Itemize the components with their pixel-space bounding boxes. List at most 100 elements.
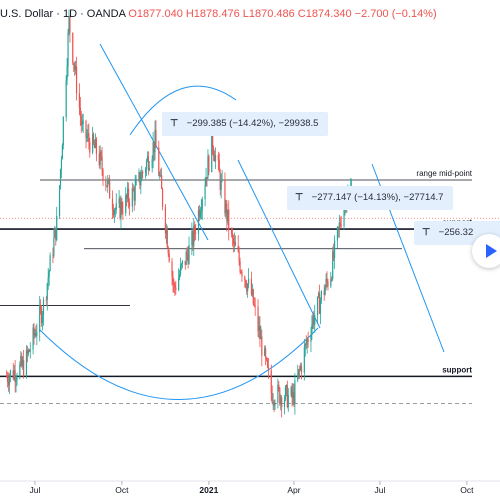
candle-body: [74, 65, 76, 71]
candle-body: [164, 206, 167, 234]
candle-body: [171, 261, 173, 277]
candle-body: [305, 343, 307, 345]
candle-body: [153, 142, 155, 153]
candle-body: [47, 277, 49, 284]
measure-value: −299.385 (−14.42%), −29938.5: [186, 118, 319, 129]
candle-body: [232, 237, 235, 244]
candle-body: [60, 159, 63, 170]
price-range-measure-1[interactable]: ⊤ −299.385 (−14.42%), −29938.5: [162, 112, 329, 136]
candle-body: [109, 179, 111, 199]
candle-body: [306, 339, 308, 345]
candle-body: [220, 179, 222, 190]
candle-body: [94, 138, 97, 148]
candle-body: [270, 370, 272, 394]
price-range-measure-2[interactable]: ⊤ −277.147 (−14.13%), −27714.7: [287, 186, 454, 210]
candle-body: [42, 299, 45, 316]
candle-body: [34, 333, 36, 336]
candle-body: [240, 271, 242, 273]
candle-body: [287, 395, 289, 408]
candle-body: [184, 260, 186, 265]
ohlc-readout: O1877.040 H1878.476 L1870.486 C1874.340 …: [128, 8, 437, 20]
candle-body: [317, 293, 320, 297]
candle-body: [12, 370, 14, 379]
candle-body: [299, 365, 302, 370]
arc-top: [129, 85, 237, 136]
candle-body: [155, 129, 157, 148]
candle-body: [115, 203, 117, 210]
candle-body: [254, 305, 256, 307]
candle-body: [339, 222, 341, 226]
candle-body: [35, 333, 37, 336]
candle-body: [264, 348, 267, 358]
candle-body: [158, 147, 160, 176]
candle-body: [127, 188, 130, 203]
candle-body: [257, 306, 259, 331]
candle-body: [213, 148, 215, 156]
candle-body: [187, 254, 189, 264]
candle-body: [241, 272, 243, 277]
candle-body: [99, 151, 101, 166]
candle-body: [181, 260, 184, 264]
candle-body: [188, 244, 190, 264]
candle-body: [313, 316, 315, 325]
candle-body: [135, 179, 137, 185]
candle-body: [72, 32, 74, 63]
candle-body: [200, 209, 202, 213]
candle-body: [323, 291, 325, 295]
candle-body: [195, 232, 197, 234]
candle-body: [237, 245, 239, 252]
candle-body: [326, 278, 328, 282]
scroll-to-realtime-button[interactable]: [472, 234, 500, 268]
candle-body: [106, 185, 108, 187]
candle-body: [293, 391, 295, 405]
candle-body: [114, 209, 116, 211]
symbol-title[interactable]: U.S. Dollar · 1D · OANDA: [0, 8, 126, 20]
candle-body: [199, 212, 201, 218]
candle-body: [224, 179, 226, 214]
candle-body: [333, 240, 336, 259]
candle-body: [193, 225, 195, 247]
candle-body: [299, 369, 301, 370]
candle-body: [281, 397, 283, 408]
measure-value: −277.147 (−14.13%), −27714.7: [311, 192, 444, 203]
candle-body: [21, 356, 23, 367]
x-tick-label: Jul: [30, 485, 41, 495]
candle-body: [78, 93, 80, 108]
candle-body: [191, 231, 193, 245]
candle-body: [291, 387, 293, 398]
candle-body: [16, 377, 18, 380]
candle-body: [86, 136, 88, 138]
candle-body: [112, 209, 115, 216]
candle-body: [56, 216, 58, 240]
candle-body: [69, 16, 71, 33]
candle-body: [253, 304, 255, 306]
candle-body: [320, 291, 322, 301]
candle-body: [272, 401, 274, 403]
measure-icon: ⊤: [170, 118, 179, 129]
candle-body: [264, 348, 266, 356]
measure-icon: ⊤: [295, 192, 304, 203]
candle-body: [274, 402, 276, 406]
candle-body: [23, 360, 25, 377]
candle-body: [13, 370, 15, 379]
candle-body: [45, 299, 47, 301]
candle-body: [214, 155, 217, 162]
candle-body: [307, 339, 309, 343]
candle-body: [211, 134, 213, 173]
candle-body: [244, 276, 246, 281]
candle-body: [118, 198, 120, 204]
candle-body: [128, 202, 131, 207]
candle-body: [294, 380, 296, 405]
candle-body: [286, 385, 288, 408]
x-tick-label: Apr: [287, 485, 300, 495]
candle-body: [204, 185, 206, 200]
candle-body: [133, 190, 135, 201]
price-range-measure-3[interactable]: ⊤ −256.32: [414, 221, 500, 245]
candle-body: [221, 179, 223, 181]
candle-body: [154, 129, 156, 153]
candle-body: [247, 278, 250, 284]
candle-body: [327, 281, 329, 287]
candle-body: [260, 336, 262, 340]
candle-body: [36, 331, 38, 336]
